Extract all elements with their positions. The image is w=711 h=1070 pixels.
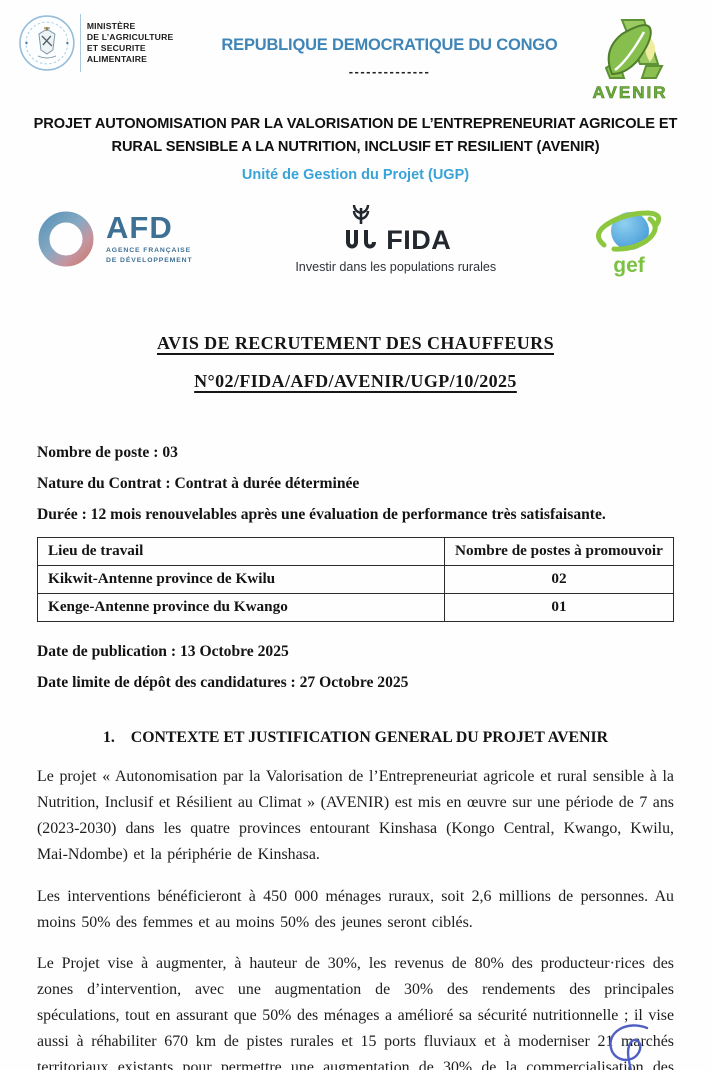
country-block: REPUBLIQUE DEMOCRATIQUE DU CONGO -------…: [208, 36, 571, 79]
table-row: Kenge-Antenne province du Kwango 01: [36, 593, 674, 623]
separator-dashes: --------------: [348, 64, 431, 79]
table-header-row: Lieu de travail Nombre de postes à promo…: [36, 537, 674, 567]
table-cell-lieu: Kikwit-Antenne province de Kwilu: [36, 565, 446, 595]
table-row: Kikwit-Antenne province de Kwilu 02: [36, 565, 674, 595]
country-title: REPUBLIQUE DEMOCRATIQUE DU CONGO: [221, 36, 558, 54]
table-cell-lieu: Kenge-Antenne province du Kwango: [36, 593, 446, 623]
ministry-divider: [79, 14, 81, 72]
ministry-block: MINISTÈRE DE L’AGRICULTURE ET SECURITE A…: [18, 14, 208, 72]
section-1-number: 1.: [102, 729, 115, 747]
deadline-date: Date limite de dépôt des candidatures : …: [37, 674, 409, 692]
fida-logo: FIDA Investir dans les populations rural…: [295, 204, 496, 274]
gef-logo: gef: [581, 201, 677, 278]
ministry-line-1: MINISTÈRE: [86, 20, 136, 31]
paragraph: Le projet « Autonomisation par la Valori…: [37, 768, 674, 864]
detail-poste-count: Nombre de poste : 03: [37, 444, 178, 462]
avenir-logo-icon: [604, 19, 664, 79]
afd-ring-icon: [38, 211, 94, 267]
section-1-title: CONTEXTE ET JUSTIFICATION GENERAL DU PRO…: [130, 729, 609, 747]
document-header: MINISTÈRE DE L’AGRICULTURE ET SECURITE A…: [0, 0, 711, 103]
table-cell-postes: 02: [444, 565, 674, 595]
section-1-body: Le projet « Autonomisation par la Valori…: [37, 764, 674, 1070]
project-unit: Unité de Gestion du Projet (UGP): [241, 167, 470, 184]
publication-date: Date de publication : 13 Octobre 2025: [37, 643, 289, 661]
section-1-heading: 1. CONTEXTE ET JUSTIFICATION GENERAL DU P…: [0, 729, 711, 747]
notice-title-line-1: AVIS DE RECRUTEMENT DES CHAUFFEURS: [156, 333, 554, 354]
project-title-line-1: PROJET AUTONOMISATION PAR LA VALORISATIO…: [33, 116, 678, 132]
gef-logo-name: gef: [613, 253, 645, 277]
workplaces-table: Lieu de travail Nombre de postes à promo…: [36, 537, 674, 623]
project-title-line-2: RURAL SENSIBLE A LA NUTRITION, INCLUSIF …: [111, 138, 600, 155]
afd-logo-name: AFD: [106, 210, 173, 246]
fida-tagline: Investir dans les populations rurales: [295, 260, 497, 275]
avenir-logo: AVENIR: [571, 16, 689, 103]
table-header-lieu: Lieu de travail: [36, 537, 446, 567]
partner-logos: AFD AGENCE FRANÇAISE DE DÉVELOPPEMENT FI…: [34, 197, 677, 281]
afd-logo: AFD AGENCE FRANÇAISE DE DÉVELOPPEMENT: [34, 207, 193, 271]
table-header-postes: Nombre de postes à promouvoir: [444, 537, 674, 567]
afd-subtitle-1: AGENCE FRANÇAISE: [106, 247, 192, 255]
notice-title-line-2: N°02/FIDA/AFD/AVENIR/UGP/10/2025: [194, 371, 517, 392]
avenir-logo-label: AVENIR: [592, 83, 668, 103]
ministry-line-2: DE L’AGRICULTURE: [86, 31, 174, 42]
afd-subtitle-2: DE DÉVELOPPEMENT: [106, 257, 193, 265]
gef-globe-icon: [596, 210, 662, 252]
table-cell-postes: 01: [444, 593, 674, 623]
notice-title: AVIS DE RECRUTEMENT DES CHAUFFEURS N°02/…: [0, 333, 711, 392]
project-title: PROJET AUTONOMISATION PAR LA VALORISATIO…: [28, 113, 683, 158]
notice-dates: Date de publication : 13 Octobre 2025 Da…: [37, 643, 674, 692]
notice-details: Nombre de poste : 03 Nature du Contrat :…: [37, 444, 674, 524]
afd-logo-text: AFD AGENCE FRANÇAISE DE DÉVELOPPEMENT: [106, 212, 193, 266]
fida-logo-name: FIDA: [386, 224, 452, 255]
paragraph: Les interventions bénéficieront à 450 00…: [37, 887, 674, 931]
paragraph: Le Projet vise à augmenter, à hauteur de…: [37, 954, 674, 1070]
ministry-seal-icon: [19, 15, 75, 71]
ministry-title: MINISTÈRE DE L’AGRICULTURE ET SECURITE A…: [87, 21, 208, 66]
detail-contract-type: Nature du Contrat : Contrat à durée déte…: [37, 475, 360, 493]
fida-wheat-icon: [346, 205, 377, 249]
detail-duration: Durée : 12 mois renouvelables après une …: [37, 506, 606, 524]
ministry-line-3: ET SECURITE ALIMENTAIRE: [86, 43, 148, 65]
signature-paraph: [609, 1024, 649, 1070]
